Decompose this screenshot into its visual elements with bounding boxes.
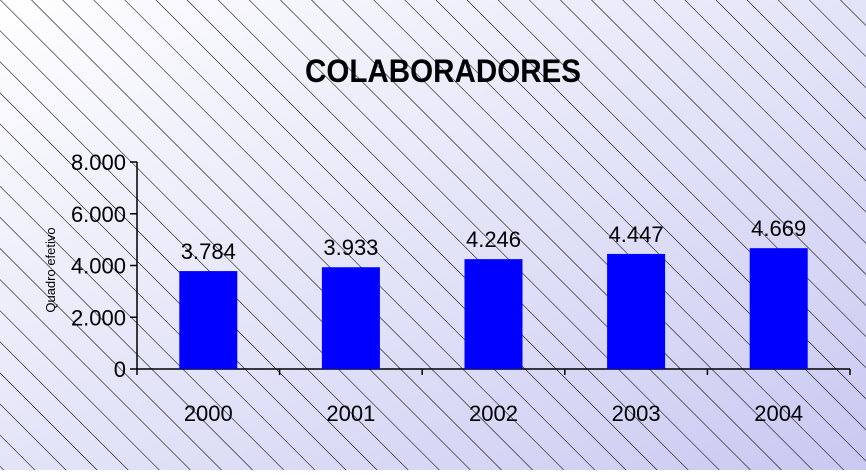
- x-tick-label: 2002: [469, 401, 518, 426]
- bar-2004: [749, 248, 808, 369]
- y-axis-label: Quadro efetivo: [43, 227, 58, 312]
- bar-2001: [321, 267, 380, 369]
- bar-series: [179, 248, 808, 369]
- y-axis-ticks: 0 2.000 4.000 6.000 8.000: [71, 150, 137, 382]
- x-tick-label: 2004: [754, 401, 803, 426]
- data-label: 4.669: [751, 216, 806, 241]
- x-axis-ticks: [136, 369, 851, 375]
- bar-2000: [179, 271, 238, 369]
- data-label: 4.447: [609, 222, 664, 247]
- x-tick-label: 2001: [326, 401, 375, 426]
- x-tick-label: 2003: [612, 401, 661, 426]
- data-label: 3.933: [323, 235, 378, 260]
- data-label: 3.784: [181, 239, 236, 264]
- data-label: 4.246: [466, 227, 521, 252]
- data-labels: 3.784 3.933 4.246 4.447 4.669: [181, 216, 806, 264]
- x-tick-label: 2000: [184, 401, 233, 426]
- y-tick-label: 4.000: [71, 254, 126, 279]
- bar-2003: [607, 253, 666, 369]
- y-tick-label: 0: [114, 357, 126, 382]
- bar-2002: [464, 259, 523, 369]
- y-tick-label: 6.000: [71, 202, 126, 227]
- x-axis-labels: 2000 2001 2002 2003 2004: [184, 401, 803, 426]
- y-tick-label: 2.000: [71, 305, 126, 330]
- chart-title: COLABORADORES: [305, 53, 581, 89]
- y-tick-label: 8.000: [71, 150, 126, 175]
